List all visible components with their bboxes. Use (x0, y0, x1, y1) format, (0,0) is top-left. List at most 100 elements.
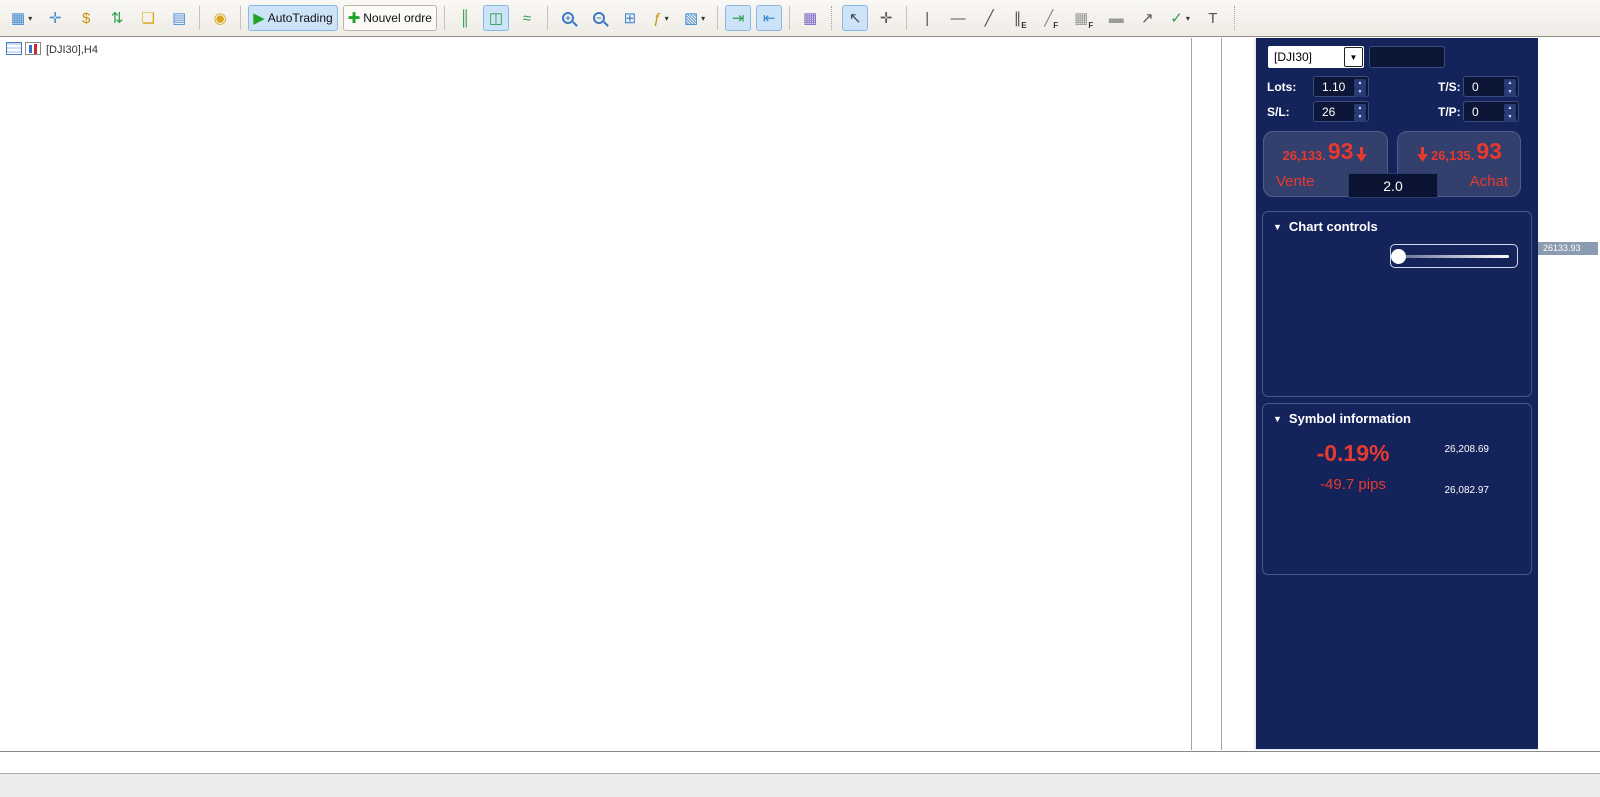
text-tool-button[interactable]: T (1200, 5, 1226, 31)
shapes-button[interactable]: ✓ ▾ (1165, 5, 1195, 31)
session-low: 26,082.97 (1444, 485, 1490, 496)
fibo-grid-button-icon: ▦ (1074, 9, 1089, 27)
new-chart-button[interactable]: ▦ ▾ (6, 5, 37, 31)
chevron-down-icon[interactable]: ▼ (1344, 47, 1363, 67)
trendline-button-icon: ╱ (984, 9, 994, 27)
slider-knob[interactable] (1391, 249, 1406, 264)
crosshair-info-button[interactable]: ✛ (42, 5, 68, 31)
channel-button[interactable]: ∥ E (1007, 5, 1033, 31)
data-window-button-icon: ⇅ (110, 9, 124, 27)
market-watch-button[interactable]: $ (73, 5, 99, 31)
candlestick-chart[interactable] (0, 38, 1253, 750)
change-pips: -49.7 pips (1320, 476, 1386, 493)
toolbar-divider (546, 6, 548, 30)
buy-button[interactable]: 26,135. 93 Achat (1397, 131, 1521, 197)
down-arrow-icon (1417, 147, 1429, 162)
crosshair-button[interactable]: ✛ (873, 5, 899, 31)
nouvel-ordre-button[interactable]: ✚ Nouvel ordre (342, 5, 437, 31)
section-caret-icon[interactable]: ▼ (1273, 413, 1282, 424)
tool-sub-letter: F (1053, 21, 1059, 30)
take-profit-input[interactable]: 0 ▲ ▼ (1463, 101, 1519, 122)
nouvel-ordre-button-icon: ✚ (347, 9, 361, 27)
zoom-slider[interactable] (1390, 244, 1518, 268)
candles-chart-button-icon: ◫ (488, 9, 504, 27)
horizontal-line-button[interactable]: — (945, 5, 971, 31)
ts-value: 0 (1472, 79, 1479, 94)
order-comment-input[interactable] (1369, 46, 1445, 68)
ts-spinner[interactable]: ▲ ▼ (1504, 79, 1516, 97)
change-percent: -0.19% (1316, 440, 1390, 466)
toolbar-divider (1233, 6, 1237, 30)
chevron-down-icon: ▾ (1185, 13, 1190, 23)
symbol-select[interactable]: [DJI30] ▼ (1268, 46, 1364, 68)
symbol-info-title: Symbol information (1288, 411, 1411, 426)
data-window-button[interactable]: ⇅ (104, 5, 130, 31)
chart-controls-title: Chart controls (1288, 219, 1378, 234)
templates-button-icon: ▧ (683, 9, 699, 27)
lots-spinner[interactable]: ▲ ▼ (1354, 79, 1366, 97)
ts-label: T/S: (1438, 80, 1461, 94)
sl-spinner[interactable]: ▲ ▼ (1354, 104, 1366, 122)
toolbar-divider (199, 6, 201, 30)
lots-value: 1.10 (1322, 79, 1346, 94)
chart-shift-button[interactable]: ⇤ (756, 5, 783, 31)
line-chart-button[interactable]: ≈ (514, 5, 540, 31)
section-caret-icon[interactable]: ▼ (1273, 221, 1282, 232)
tp-spinner[interactable]: ▲ ▼ (1504, 104, 1516, 122)
symbol-info-section: ▼ Symbol information -0.19% -49.7 pips 26… (1262, 403, 1532, 575)
new-order-button[interactable]: ◉ (207, 5, 233, 31)
terminal-button-icon: ▤ (172, 9, 187, 27)
candles-chart-button[interactable]: ◫ (482, 5, 509, 31)
crosshair-info-button-icon: ✛ (48, 9, 62, 27)
quick-table-icon[interactable] (6, 42, 22, 55)
chart-tab-bar (0, 773, 1600, 797)
chart-area[interactable] (0, 38, 1253, 750)
toolbar-divider (789, 6, 791, 30)
tile-windows-button[interactable]: ⊞ (617, 5, 643, 31)
current-price-tag: 26133.93 (1538, 242, 1598, 255)
text-tool-button-icon: T (1208, 9, 1218, 27)
trailing-stop-input[interactable]: 0 ▲ ▼ (1463, 76, 1519, 97)
sl-value: 26 (1322, 104, 1336, 119)
vertical-line-button[interactable]: | (914, 5, 940, 31)
tile-windows-button-icon: ⊞ (623, 9, 637, 27)
autoscroll-button[interactable]: ⇥ (725, 5, 752, 31)
autotrading-button[interactable]: ▶ AutoTrading (248, 5, 338, 31)
templates-button[interactable]: ▧ ▾ (679, 5, 710, 31)
arrow-tool-button[interactable]: ↗ (1134, 5, 1160, 31)
cursor-button[interactable]: ↖ (842, 5, 869, 31)
terminal-button[interactable]: ▤ (166, 5, 192, 31)
zoom-out-button[interactable]: − (586, 5, 612, 31)
navigator-button[interactable]: ❏ (135, 5, 161, 31)
trendline-button[interactable]: ╱ (976, 5, 1002, 31)
date-axis[interactable] (0, 751, 1600, 773)
channel-button-icon: ∥ (1013, 9, 1022, 27)
horizontal-line-button-icon: — (950, 9, 966, 27)
toolbar-divider (906, 6, 908, 30)
fibo-grid-button[interactable]: ▦ F (1069, 5, 1098, 31)
chevron-down-icon: ▾ (28, 13, 33, 23)
buy-price-big: 93 (1476, 138, 1502, 164)
save-chart-button[interactable]: ▦ (797, 5, 823, 31)
zoom-in-button-icon: + (561, 12, 574, 24)
lots-input[interactable]: 1.10 ▲ ▼ (1313, 76, 1369, 97)
toolbar-divider (443, 6, 445, 30)
bars-chart-button[interactable]: ║ (452, 5, 478, 31)
sell-button[interactable]: 26,133. 93 Vente (1263, 131, 1388, 197)
tp-label: T/P: (1438, 105, 1461, 119)
price-axis[interactable]: 26133.93 (1538, 38, 1600, 750)
spread-value: 2.0 (1348, 173, 1438, 198)
quick-candles-icon[interactable] (25, 42, 41, 55)
fibonacci-button[interactable]: ╱ F (1038, 5, 1064, 31)
rectangle-button[interactable]: ▬ (1103, 5, 1129, 31)
zoom-in-button[interactable]: + (555, 5, 581, 31)
autoscroll-button-icon: ⇥ (731, 9, 745, 27)
autotrading-button-icon: ▶ (253, 9, 265, 27)
chart-symbol-label: [DJI30],H4 (46, 44, 98, 56)
crosshair-button-icon: ✛ (879, 9, 893, 27)
toolbar-divider (240, 6, 242, 30)
main-toolbar: ▦ ▾ ✛ $ ⇅ ❏ ▤ ◉ ▶ AutoTrading ✚ Nouvel ordre ║ ◫ ≈ + − ⊞ ƒ… (0, 0, 1600, 37)
session-high: 26,208.69 (1444, 444, 1490, 455)
indicators-button[interactable]: ƒ ▾ (648, 5, 674, 31)
stop-loss-input[interactable]: 26 ▲ ▼ (1313, 101, 1369, 122)
